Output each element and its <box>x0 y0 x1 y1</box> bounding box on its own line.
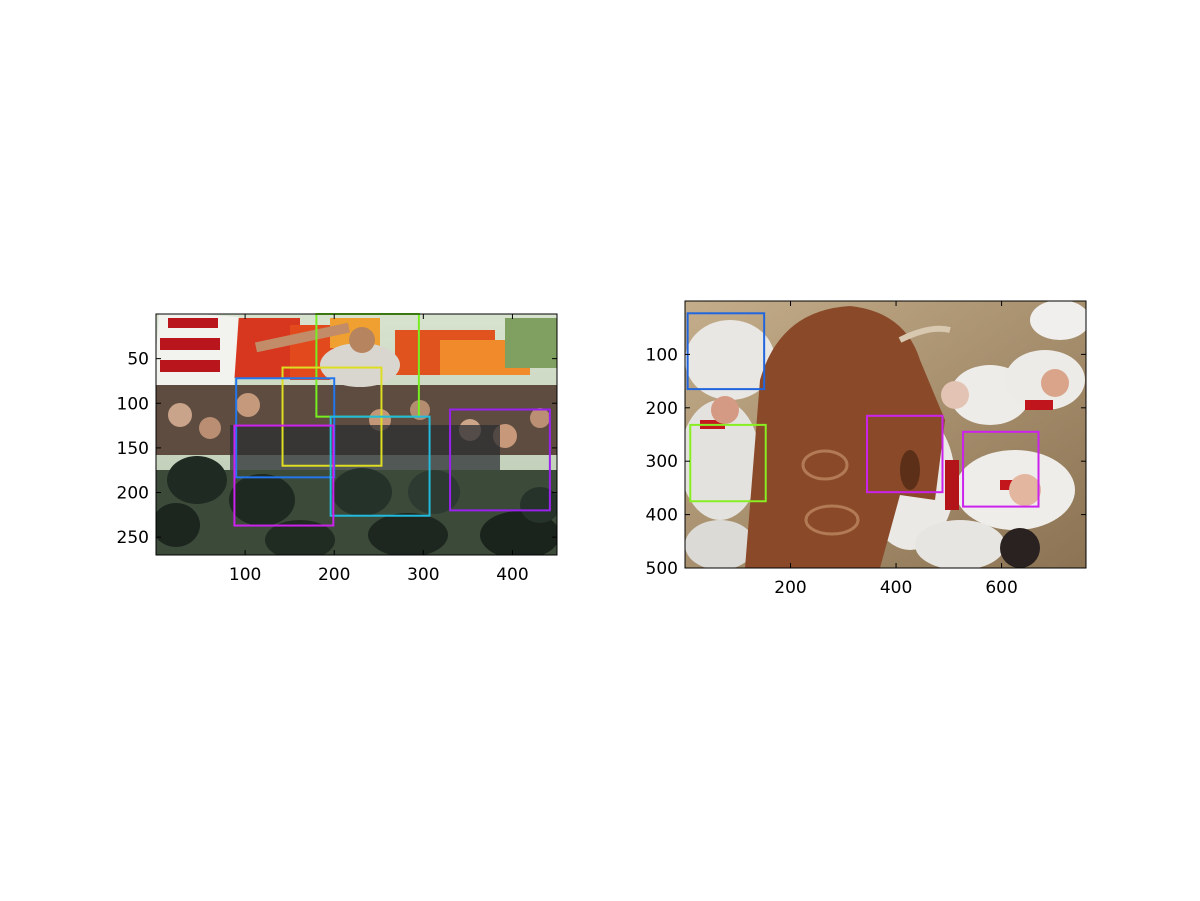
y-tick-label: 250 <box>117 528 149 548</box>
photo-bull-run <box>685 301 1086 568</box>
x-tick-label: 200 <box>774 578 806 598</box>
y-tick-label: 200 <box>117 484 149 504</box>
detection-box <box>233 424 335 527</box>
detection-box <box>962 430 1040 508</box>
y-tick-label: 150 <box>117 439 149 459</box>
x-tick-label: 400 <box>496 565 528 585</box>
axes-frame-2 <box>684 300 1087 569</box>
subplot-1: 100 200 300 400 50 100 150 200 250 <box>117 313 558 585</box>
x-tick-label: 400 <box>880 578 912 598</box>
y-tick-label: 500 <box>646 559 678 579</box>
x-tick-label: 600 <box>985 578 1017 598</box>
detection-boxes-2 <box>686 312 1040 508</box>
protest-sign <box>156 314 239 399</box>
y-tick-label: 50 <box>127 350 149 370</box>
y-tick-label: 200 <box>646 399 678 419</box>
subplot-2: 200 400 600 100 200 300 400 500 <box>646 300 1087 598</box>
detection-box <box>686 312 766 391</box>
detection-box <box>689 423 767 503</box>
x-tick-label: 300 <box>407 565 439 585</box>
y-tick-label: 100 <box>117 394 149 414</box>
axes-frame-1 <box>155 313 558 556</box>
y-tick-label: 400 <box>646 506 678 526</box>
x-tick-label: 200 <box>318 565 350 585</box>
detection-box <box>449 408 551 512</box>
detection-box <box>866 414 944 494</box>
axis-ticks-2: 200 400 600 100 200 300 400 500 <box>646 301 1086 598</box>
photo-protest-crowd <box>156 314 557 555</box>
detection-box <box>329 415 431 517</box>
y-tick-label: 300 <box>646 452 678 472</box>
y-tick-label: 100 <box>646 345 678 365</box>
axis-ticks-1: 100 200 300 400 50 100 150 200 250 <box>117 314 557 585</box>
x-tick-label: 100 <box>229 565 261 585</box>
riot-helmets <box>156 456 557 555</box>
bull <box>745 306 951 568</box>
